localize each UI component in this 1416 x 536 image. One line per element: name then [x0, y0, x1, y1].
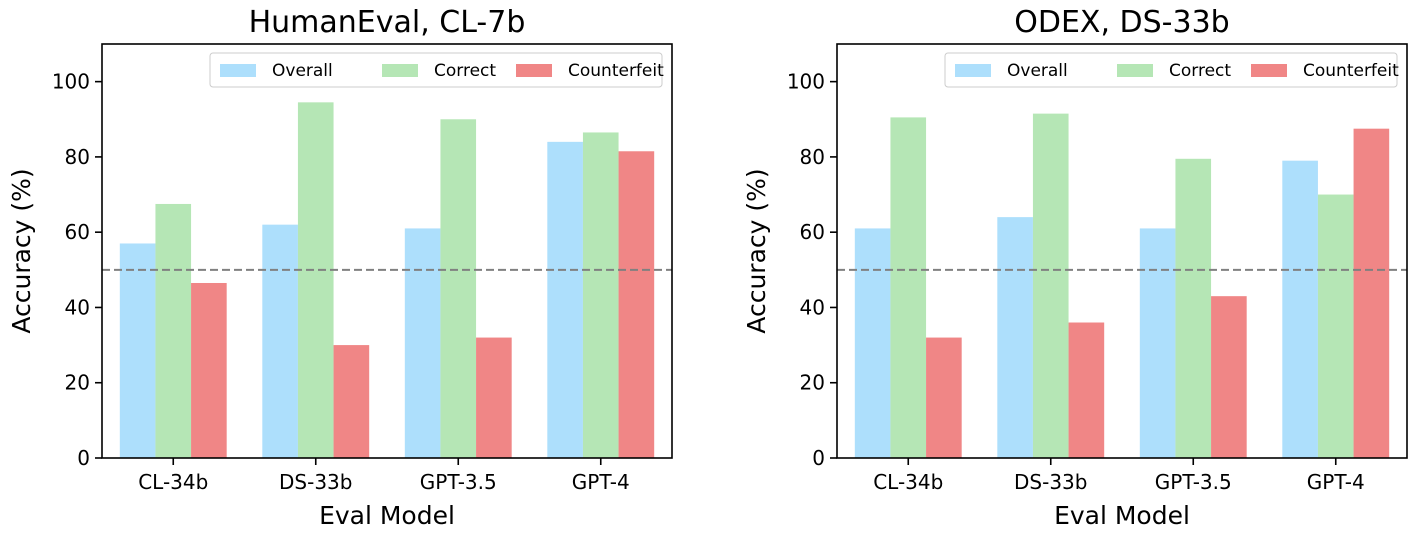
bar-overall-4	[1282, 160, 1318, 458]
bar-overall-1	[854, 228, 891, 458]
y-tick-label: 40	[800, 295, 825, 319]
y-tick-label: 0	[812, 446, 825, 470]
bar-counterfeit-1	[926, 337, 962, 458]
bar-correct-4	[582, 132, 619, 459]
y-tick-label: 0	[77, 446, 90, 470]
bar-overall-3	[404, 228, 441, 458]
bar-counterfeit-3	[1211, 296, 1247, 458]
bar-counterfeit-4	[1353, 128, 1390, 458]
bar-correct-4	[1317, 194, 1354, 458]
legend: Overall Correct Counterfeit	[209, 52, 664, 88]
y-axis-label: Accuracy (%)	[7, 168, 36, 333]
bar-counterfeit-4	[618, 151, 655, 458]
x-tick-label: CL-34b	[138, 470, 208, 494]
legend-swatch-correct	[382, 64, 418, 77]
x-tick-label: GPT-4	[572, 470, 630, 494]
y-tick-label: 40	[65, 295, 90, 319]
legend-label-overall: Overall	[272, 61, 333, 81]
y-tick-label: 100	[52, 70, 90, 94]
bar-correct-1	[155, 203, 192, 458]
y-tick-label: 20	[800, 371, 825, 395]
x-axis-label: Eval Model	[319, 501, 455, 530]
y-tick-label: 20	[65, 371, 90, 395]
bar-overall-3	[1139, 228, 1176, 458]
bar-correct-3	[1175, 158, 1212, 459]
x-tick-label: DS-33b	[1014, 470, 1087, 494]
bar-overall-2	[262, 224, 298, 458]
legend-label-counterfeit: Counterfeit	[568, 61, 664, 81]
x-tick-label: GPT-3.5	[420, 470, 497, 494]
x-tick-label: GPT-4	[1307, 470, 1365, 494]
bar-correct-2	[297, 102, 334, 458]
legend-box	[209, 52, 663, 88]
bar-counterfeit-1	[191, 282, 227, 458]
legend-label-overall: Overall	[1007, 61, 1068, 81]
legend-swatch-overall	[220, 64, 256, 77]
y-tick-label: 100	[787, 70, 825, 94]
bar-counterfeit-2	[333, 345, 370, 458]
chart-1: 0 20 40 60 80 100 CL-34b DS-33b GPT-3.5 GPT-4 Huma…	[7, 5, 673, 530]
plot-frame	[101, 43, 673, 459]
bar-counterfeit-2	[1068, 322, 1105, 458]
bar-correct-3	[440, 119, 477, 458]
chart-title: HumanEval, CL-7b	[249, 5, 526, 40]
legend-label-correct: Correct	[434, 61, 496, 81]
legend-swatch-counterfeit	[516, 64, 552, 77]
chart-2: 0 20 40 60 80 100 CL-34b DS-33b GPT-3.5 GPT-4 ODEX…	[742, 5, 1408, 530]
legend: Overall Correct Counterfeit	[944, 52, 1399, 88]
legend-swatch-overall	[955, 64, 991, 77]
legend-swatch-counterfeit	[1251, 64, 1287, 77]
y-axis-label: Accuracy (%)	[742, 168, 771, 333]
chart-title: ODEX, DS-33b	[1014, 5, 1229, 40]
legend-label-counterfeit: Counterfeit	[1303, 61, 1399, 81]
x-axis-label: Eval Model	[1054, 501, 1190, 530]
y-tick-label: 60	[800, 220, 825, 244]
y-tick-label: 80	[800, 145, 825, 169]
legend-swatch-correct	[1117, 64, 1153, 77]
y-tick-label: 80	[65, 145, 90, 169]
bar-overall-2	[997, 217, 1033, 458]
bar-overall-4	[547, 141, 583, 458]
bar-correct-2	[1032, 113, 1069, 459]
bar-overall-1	[119, 243, 156, 458]
bar-counterfeit-3	[476, 337, 512, 458]
x-tick-label: GPT-3.5	[1155, 470, 1232, 494]
legend-label-correct: Correct	[1169, 61, 1231, 81]
bar-correct-1	[890, 117, 927, 459]
x-tick-label: CL-34b	[873, 470, 943, 494]
x-tick-label: DS-33b	[279, 470, 352, 494]
plot-frame	[836, 43, 1408, 459]
legend-box	[944, 52, 1398, 88]
y-tick-label: 60	[65, 220, 90, 244]
